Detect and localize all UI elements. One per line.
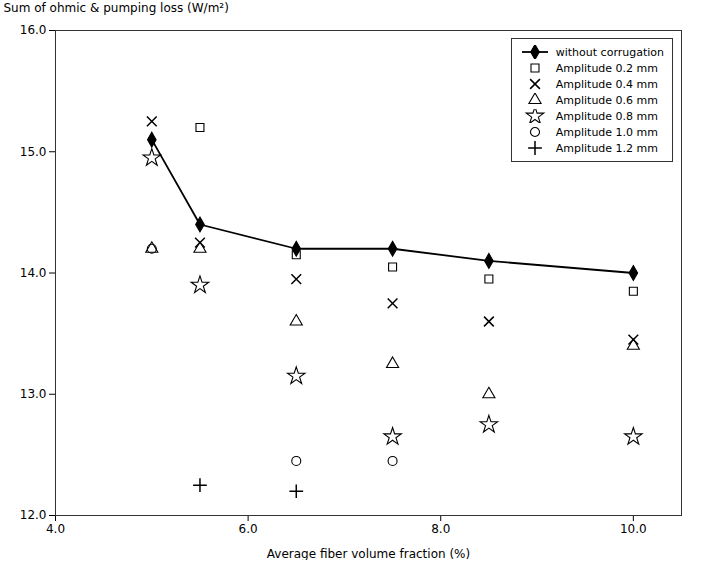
svg-text:10.0: 10.0 [620,522,647,536]
html-text:Amplitude 0.4 mm: Amplitude 0.4 mm [555,77,658,91]
svg-text:6.0: 6.0 [239,522,258,536]
html-text:Amplitude 0.6 mm: Amplitude 0.6 mm [555,93,658,107]
svg-text:8.0: 8.0 [431,522,450,536]
svg-text:16.0: 16.0 [20,23,47,37]
svg-text:Sum of ohmic & pumping loss (W: Sum of ohmic & pumping loss (W/m²) [4,1,229,15]
html-text:without corrugation: without corrugation [555,45,664,59]
html-text:Amplitude 1.0 mm: Amplitude 1.0 mm [555,125,658,139]
svg-text:12.0: 12.0 [20,508,47,522]
svg-text:15.0: 15.0 [20,145,47,159]
svg-text:4.0: 4.0 [46,522,65,536]
svg-text:Average fiber volume fraction: Average fiber volume fraction (%) [267,547,470,561]
svg-text:14.0: 14.0 [20,266,47,280]
html-text:Amplitude 1.2 mm: Amplitude 1.2 mm [555,141,658,155]
svg-text:13.0: 13.0 [20,387,47,401]
html-text:Amplitude 0.2 mm: Amplitude 0.2 mm [555,61,658,75]
html-text:Amplitude 0.8 mm: Amplitude 0.8 mm [555,109,658,123]
